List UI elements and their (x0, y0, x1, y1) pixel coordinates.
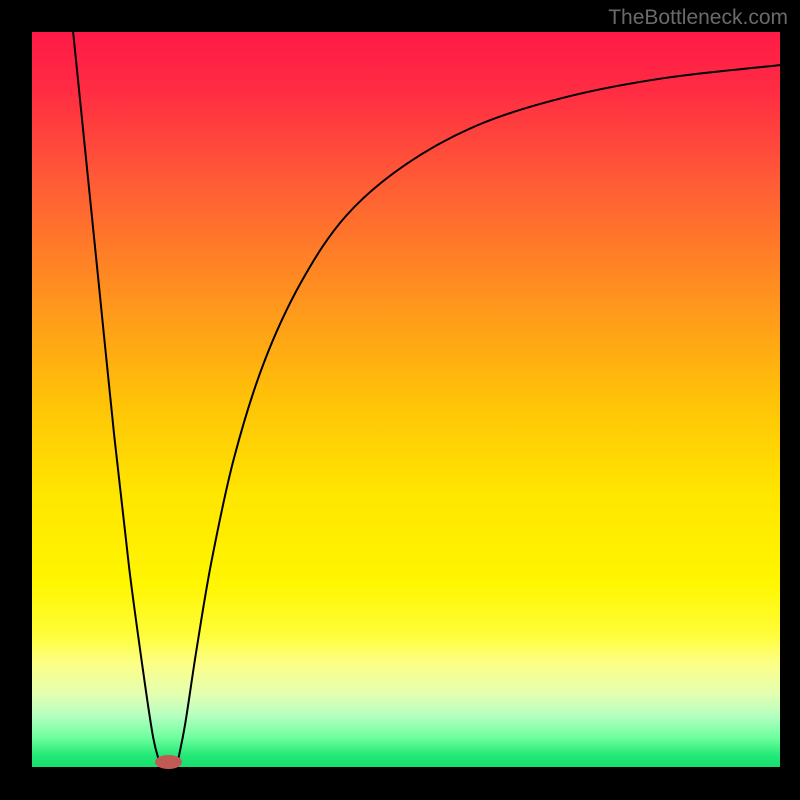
curve-left-descending (73, 32, 159, 761)
watermark-text: TheBottleneck.com (608, 6, 788, 30)
bottleneck-curve-chart (32, 32, 780, 767)
optimal-point-marker (155, 755, 182, 769)
curves-layer (32, 32, 780, 767)
curve-right-ascending (178, 65, 780, 761)
